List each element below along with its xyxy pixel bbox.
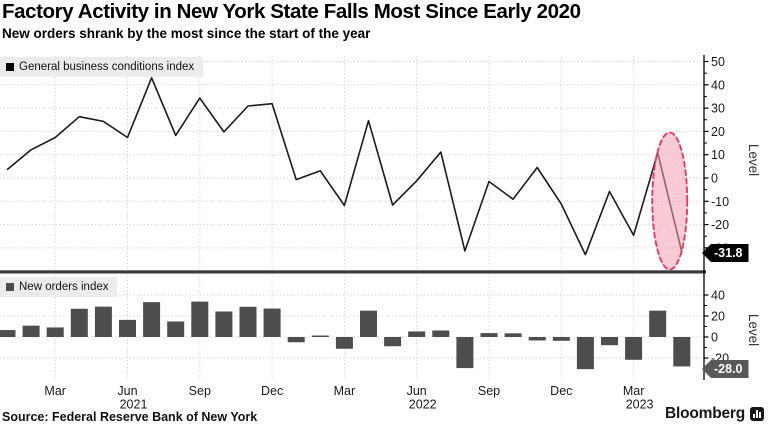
- bar-new-orders: [46, 327, 64, 337]
- y-axis-label-top: Level: [746, 143, 761, 177]
- x-year-label: 2022: [409, 398, 437, 412]
- x-year-label: 2023: [626, 398, 654, 412]
- legend-swatch-icon: [6, 283, 14, 291]
- bar-new-orders: [480, 333, 498, 337]
- bar-new-orders: [239, 306, 257, 337]
- x-tick-label: Mar: [334, 384, 356, 398]
- x-tick-label: Mar: [623, 384, 645, 398]
- legend-label: General business conditions index: [19, 61, 195, 73]
- chart-title: Factory Activity in New York State Falls…: [2, 0, 581, 23]
- chart-subtitle: New orders shrank by the most since the …: [2, 26, 371, 41]
- y-tick-label: 30: [711, 102, 725, 116]
- x-tick-label: Sep: [478, 384, 500, 398]
- bar-new-orders: [215, 311, 233, 337]
- bloomberg-terminal-icon: [750, 407, 764, 421]
- highlight-ellipse-annotation: [651, 131, 689, 271]
- bar-new-orders: [311, 335, 329, 337]
- y-tick-label: 40: [711, 78, 725, 92]
- bar-new-orders: [408, 331, 426, 337]
- bar-new-orders: [22, 325, 40, 337]
- bar-new-orders: [70, 308, 88, 337]
- bar-new-orders: [456, 337, 474, 369]
- x-tick-label: Dec: [261, 384, 283, 398]
- bar-new-orders: [287, 337, 305, 343]
- bar-new-orders: [335, 337, 353, 349]
- bar-new-orders: [0, 330, 16, 337]
- y-tick-label: 20: [711, 310, 725, 324]
- bar-new-orders: [119, 319, 136, 337]
- bar-new-orders: [167, 321, 185, 337]
- y-tick-label: -20: [711, 218, 729, 232]
- bar-new-orders: [625, 337, 643, 360]
- x-tick-label: Jun: [407, 384, 427, 398]
- bar-new-orders: [384, 337, 402, 347]
- legend-new-orders: New orders index: [0, 277, 118, 297]
- bloomberg-wordmark: Bloomberg: [664, 405, 745, 422]
- x-year-label: 2021: [120, 398, 148, 412]
- x-tick-label: Sep: [189, 384, 211, 398]
- y-axis-label-bottom: Level: [746, 313, 761, 347]
- line-series-general-business: [6, 77, 683, 256]
- bar-new-orders: [143, 302, 161, 337]
- y-tick-label: 20: [711, 125, 725, 139]
- bar-new-orders: [504, 333, 522, 337]
- y-tick-label: 50: [711, 55, 725, 69]
- x-tick-label: Dec: [550, 384, 572, 398]
- legend-general-business-conditions: General business conditions index: [0, 57, 204, 77]
- x-tick-label: Jun: [117, 384, 137, 398]
- bar-new-orders: [360, 310, 377, 337]
- bar-new-orders: [263, 308, 281, 337]
- y-tick-label: 40: [711, 289, 725, 303]
- bloomberg-logo: Bloomberg: [665, 405, 764, 423]
- bar-new-orders: [94, 306, 112, 337]
- source-attribution: Source: Federal Reserve Bank of New York: [2, 410, 258, 424]
- bar-new-orders: [432, 330, 450, 337]
- legend-label: New orders index: [19, 281, 109, 293]
- bar-new-orders: [552, 337, 570, 341]
- bar-new-orders: [576, 337, 594, 370]
- bar-new-orders: [601, 337, 618, 346]
- legend-swatch-icon: [6, 63, 14, 71]
- bar-new-orders: [673, 337, 691, 367]
- last-value-badge-general: -31.8: [702, 244, 749, 262]
- bar-new-orders: [528, 337, 546, 341]
- y-tick-label: 10: [711, 148, 725, 162]
- bar-new-orders: [191, 301, 209, 337]
- y-tick-label: 0: [711, 331, 718, 345]
- bar-new-orders: [649, 310, 667, 337]
- y-tick-label: 0: [711, 172, 718, 186]
- panel-divider: [0, 270, 706, 274]
- y-tick-label: -10: [711, 195, 729, 209]
- last-value-badge-new-orders: -28.0: [702, 360, 749, 378]
- x-tick-label: Mar: [44, 384, 66, 398]
